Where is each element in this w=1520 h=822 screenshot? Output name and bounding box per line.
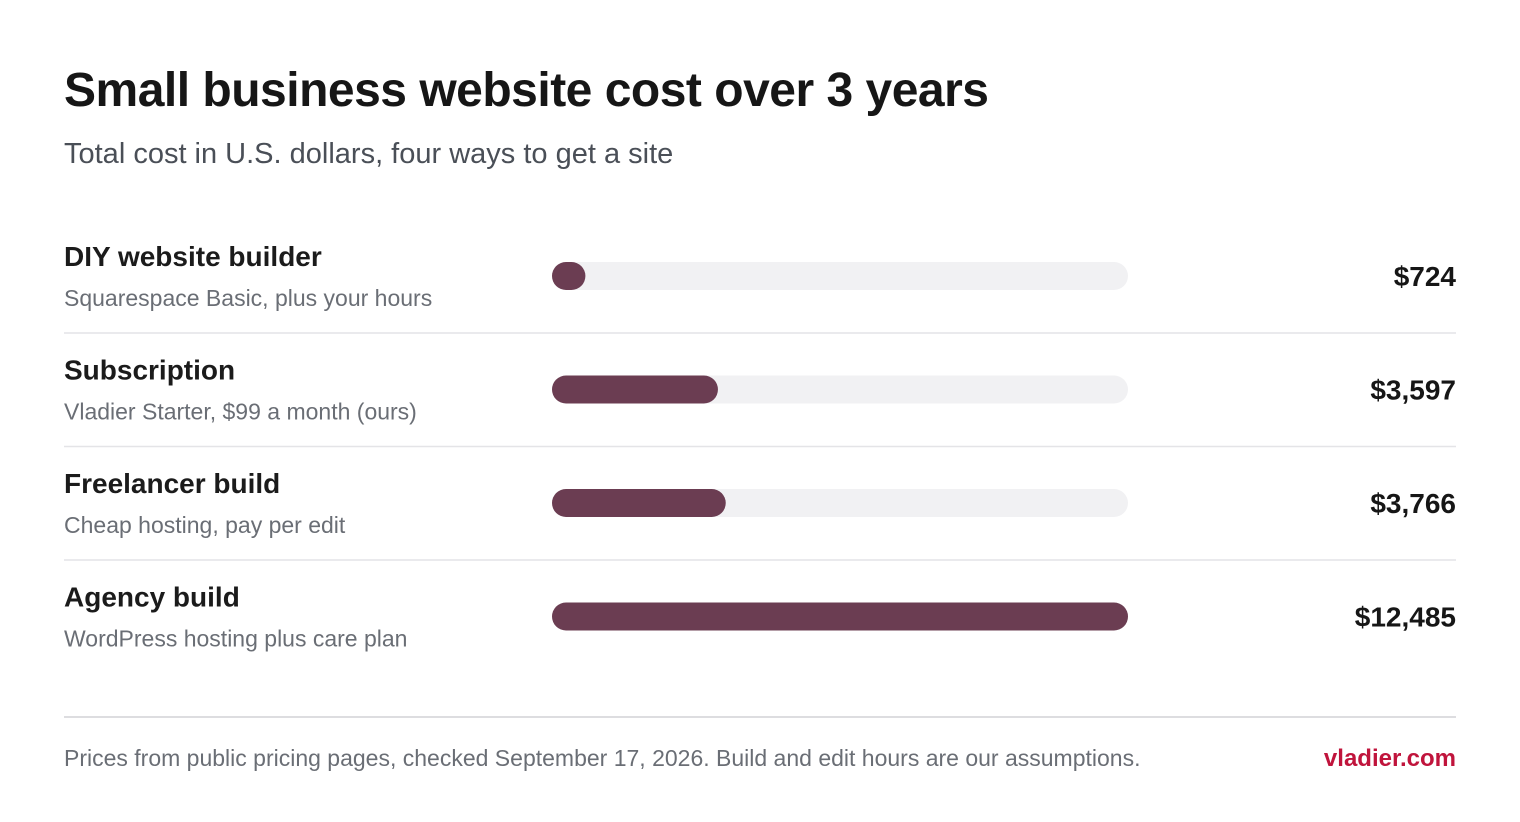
category-label: DIY website builder [64,241,322,272]
bar-track [552,262,1128,290]
source: vladier.com [1324,745,1456,772]
value-label: $12,485 [1355,602,1456,633]
category-label: Subscription [64,355,235,386]
category-label: Freelancer build [64,468,280,499]
bar [552,489,726,517]
value-label: $724 [1394,261,1457,292]
category-description: WordPress hosting plus care plan [64,626,407,652]
footnote: Prices from public pricing pages, checke… [64,745,1141,771]
bar [552,602,1128,631]
bar [552,375,718,404]
category-description: Cheap hosting, pay per edit [64,512,346,538]
value-label: $3,766 [1370,488,1456,519]
category-description: Squarespace Basic, plus your hours [64,285,432,311]
category-description: Vladier Starter, $99 a month (ours) [64,399,417,425]
chart-title: Small business website cost over 3 years [64,64,988,117]
category-label: Agency build [64,582,240,613]
value-label: $3,597 [1370,375,1456,406]
chart-subtitle: Total cost in U.S. dollars, four ways to… [64,138,673,170]
bar [552,262,586,290]
